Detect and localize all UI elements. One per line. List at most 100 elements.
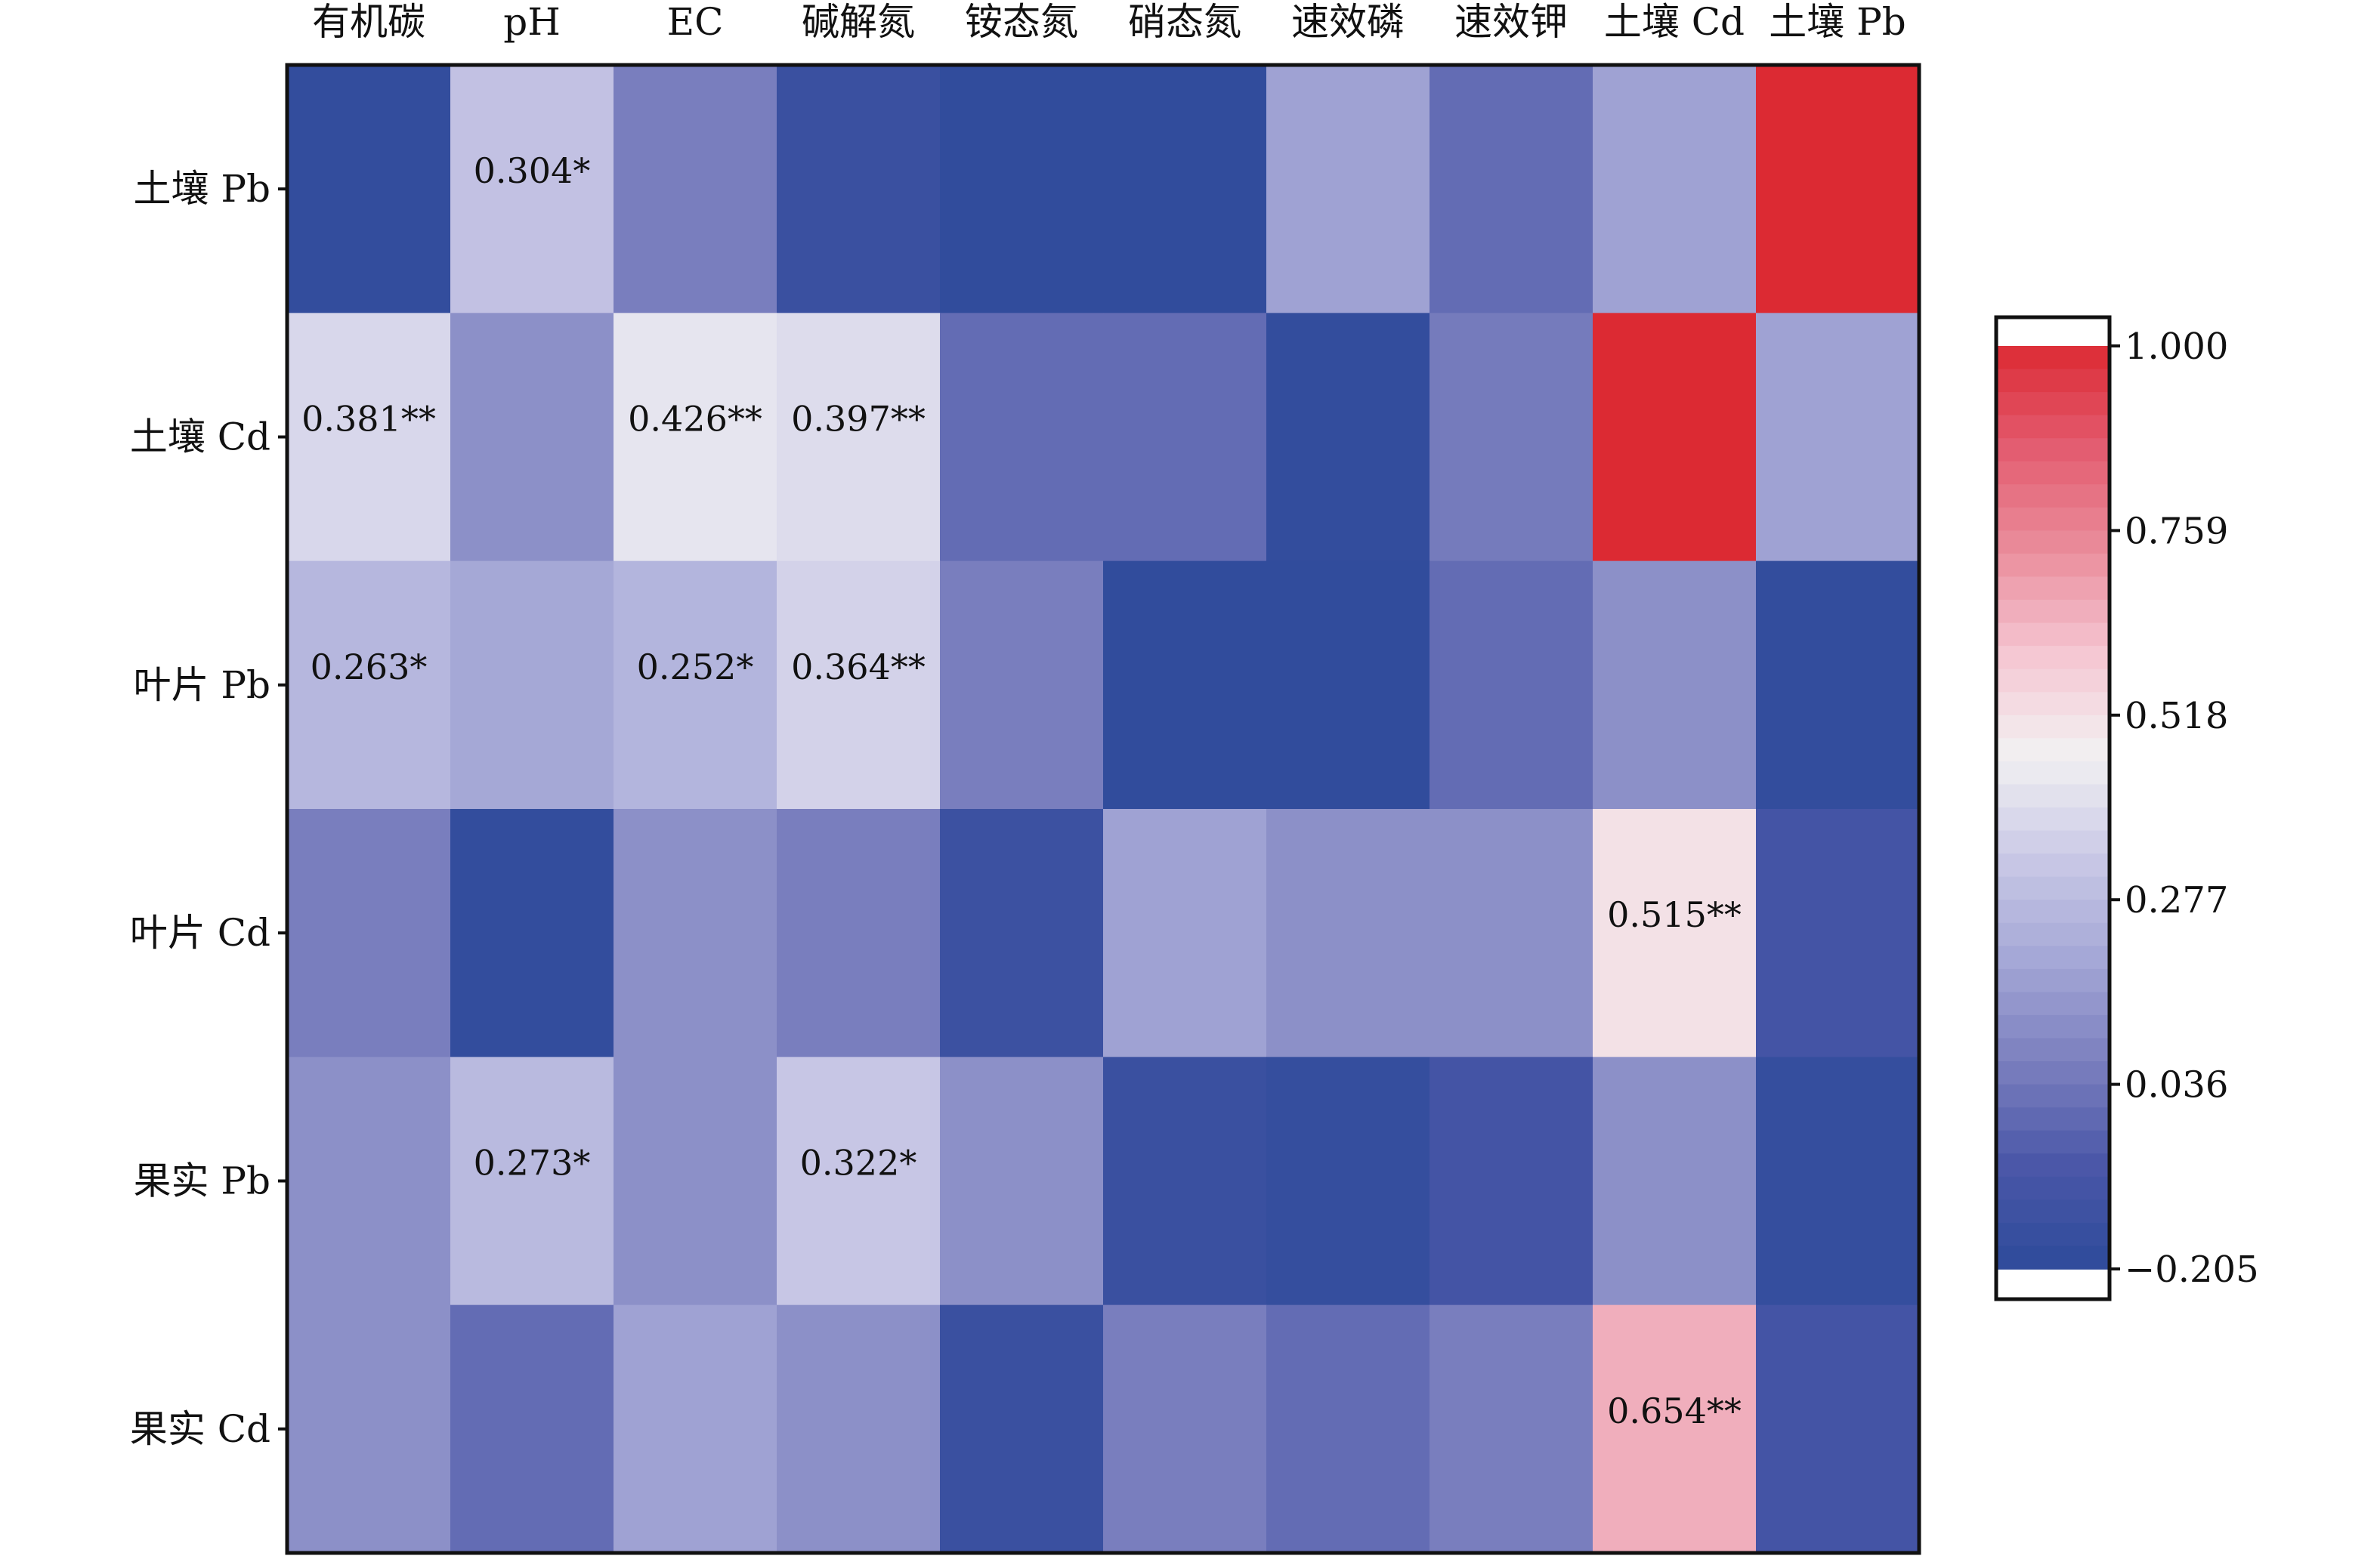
heatmap-cell — [777, 313, 941, 562]
heatmap-cells — [287, 65, 1920, 1554]
heatmap-cell — [450, 809, 614, 1057]
colorbar-segment — [1998, 1084, 2108, 1108]
cell-annotation: 0.322* — [800, 1143, 917, 1184]
colorbar-segment — [1998, 1199, 2108, 1224]
row-label: 叶片 Cd — [130, 911, 270, 955]
colorbar-segment — [1998, 830, 2108, 854]
colorbar-segment — [1998, 876, 2108, 900]
column-labels: 有机碳 pH EC 碱解氮 铵态氮 硝态氮 速效磷 速效钾 土壤 Cd 土壤 Pb — [312, 0, 1906, 44]
colorbar-segment — [1998, 576, 2108, 600]
cell-annotation: 0.654** — [1607, 1391, 1742, 1431]
cell-annotation: 0.397** — [791, 399, 926, 440]
heatmap-cell — [1266, 1057, 1430, 1306]
heatmap-cell — [1593, 313, 1757, 562]
heatmap-cell — [614, 65, 777, 313]
colorbar-segment — [1998, 600, 2108, 624]
heatmap-cell — [940, 1304, 1104, 1554]
heatmap-cell — [777, 560, 941, 810]
heatmap-cell — [450, 65, 614, 313]
heatmap-cell — [614, 1057, 777, 1306]
column-label: 有机碳 — [312, 0, 425, 44]
heatmap-cell — [614, 560, 777, 810]
colorbar-segment — [1998, 807, 2108, 832]
row-labels: 土壤 Pb 土壤 Cd 叶片 Pb 叶片 Cd 果实 Pb 果实 Cd — [130, 167, 270, 1451]
colorbar-tick-label: −0.205 — [2125, 1249, 2259, 1291]
colorbar-segment — [1998, 484, 2108, 508]
row-label: 叶片 Pb — [133, 663, 270, 707]
cell-annotation: 0.273* — [474, 1143, 591, 1184]
colorbar-segment — [1998, 761, 2108, 786]
colorbar-segment — [1998, 1246, 2108, 1270]
row-label: 果实 Pb — [133, 1159, 270, 1203]
cell-annotation: 0.426** — [628, 399, 762, 440]
colorbar-segment — [1998, 1038, 2108, 1062]
heatmap-cell — [614, 809, 777, 1057]
colorbar-segment — [1998, 369, 2108, 393]
heatmap-cell — [450, 1057, 614, 1306]
heatmap-cell — [777, 1304, 941, 1554]
heatmap-cell — [1430, 313, 1593, 562]
heatmap-cell — [287, 65, 451, 313]
colorbar-segment — [1998, 1176, 2108, 1201]
colorbar-segment — [1998, 784, 2108, 808]
colorbar-tick-label: 0.759 — [2125, 510, 2228, 552]
colorbar-segment — [1998, 507, 2108, 532]
heatmap-cell — [1266, 809, 1430, 1057]
colorbar-segment — [1998, 438, 2108, 462]
colorbar-segment — [1998, 622, 2108, 647]
colorbar-segment — [1998, 553, 2108, 578]
heatmap-cell — [1103, 65, 1267, 313]
heatmap-cell — [450, 1304, 614, 1554]
colorbar-segment — [1998, 415, 2108, 439]
heatmap-cell — [1756, 313, 1920, 562]
heatmap-cell — [1756, 1057, 1920, 1306]
row-label: 土壤 Pb — [133, 167, 270, 211]
heatmap-cell — [1756, 560, 1920, 810]
column-label: 速效钾 — [1454, 0, 1568, 44]
heatmap-cell — [1103, 560, 1267, 810]
heatmap-cell — [777, 65, 941, 313]
colorbar-tick-label: 0.518 — [2125, 695, 2228, 737]
heatmap-cell — [1103, 1304, 1267, 1554]
column-label: pH — [503, 0, 561, 44]
colorbar-segment — [1998, 1222, 2108, 1247]
colorbar-segment — [1998, 922, 2108, 947]
colorbar-segment — [1998, 900, 2108, 924]
colorbar-segment — [1998, 646, 2108, 670]
cell-annotation: 0.252* — [637, 647, 754, 687]
plot-frame — [285, 63, 1921, 1555]
heatmap-cell — [450, 560, 614, 810]
heatmap-cell — [1103, 809, 1267, 1057]
heatmap-cell — [940, 65, 1104, 313]
colorbar-tick-label: 0.036 — [2125, 1064, 2228, 1107]
heatmap-cell — [287, 1304, 451, 1554]
column-label: 土壤 Pb — [1769, 0, 1906, 44]
heatmap-cell — [1430, 1057, 1593, 1306]
heatmap-cell — [1103, 1057, 1267, 1306]
heatmap-cell — [287, 1057, 451, 1306]
cell-annotation: 0.263* — [311, 647, 428, 687]
colorbar-segment — [1998, 692, 2108, 716]
heatmap-cell — [1266, 313, 1430, 562]
heatmap-cell — [940, 1057, 1104, 1306]
colorbar-segment — [1998, 968, 2108, 993]
colorbar-segment — [1998, 1130, 2108, 1155]
colorbar-border — [1994, 315, 2112, 1301]
colorbar-segment — [1998, 530, 2108, 554]
colorbar-segment — [1998, 946, 2108, 970]
heatmap-cell — [287, 809, 451, 1057]
heatmap-cell — [614, 313, 777, 562]
colorbar-tick-label: 1.000 — [2125, 326, 2228, 368]
heatmap-cell — [1430, 809, 1593, 1057]
colorbar-segment — [1998, 854, 2108, 878]
heatmap-cell — [940, 313, 1104, 562]
cell-annotations: 0.304* 0.381** 0.426** 0.397** 0.263* 0.252* 0… — [301, 150, 1742, 1431]
cell-annotation: 0.381** — [301, 399, 436, 440]
colorbar-segment — [1998, 1014, 2108, 1039]
heatmap-cell — [1756, 809, 1920, 1057]
column-label: 硝态氮 — [1128, 0, 1241, 44]
heatmap-cell — [1593, 809, 1757, 1057]
heatmap-cell — [1103, 313, 1267, 562]
column-label: 碱解氮 — [802, 0, 915, 44]
heatmap-cell — [940, 809, 1104, 1057]
